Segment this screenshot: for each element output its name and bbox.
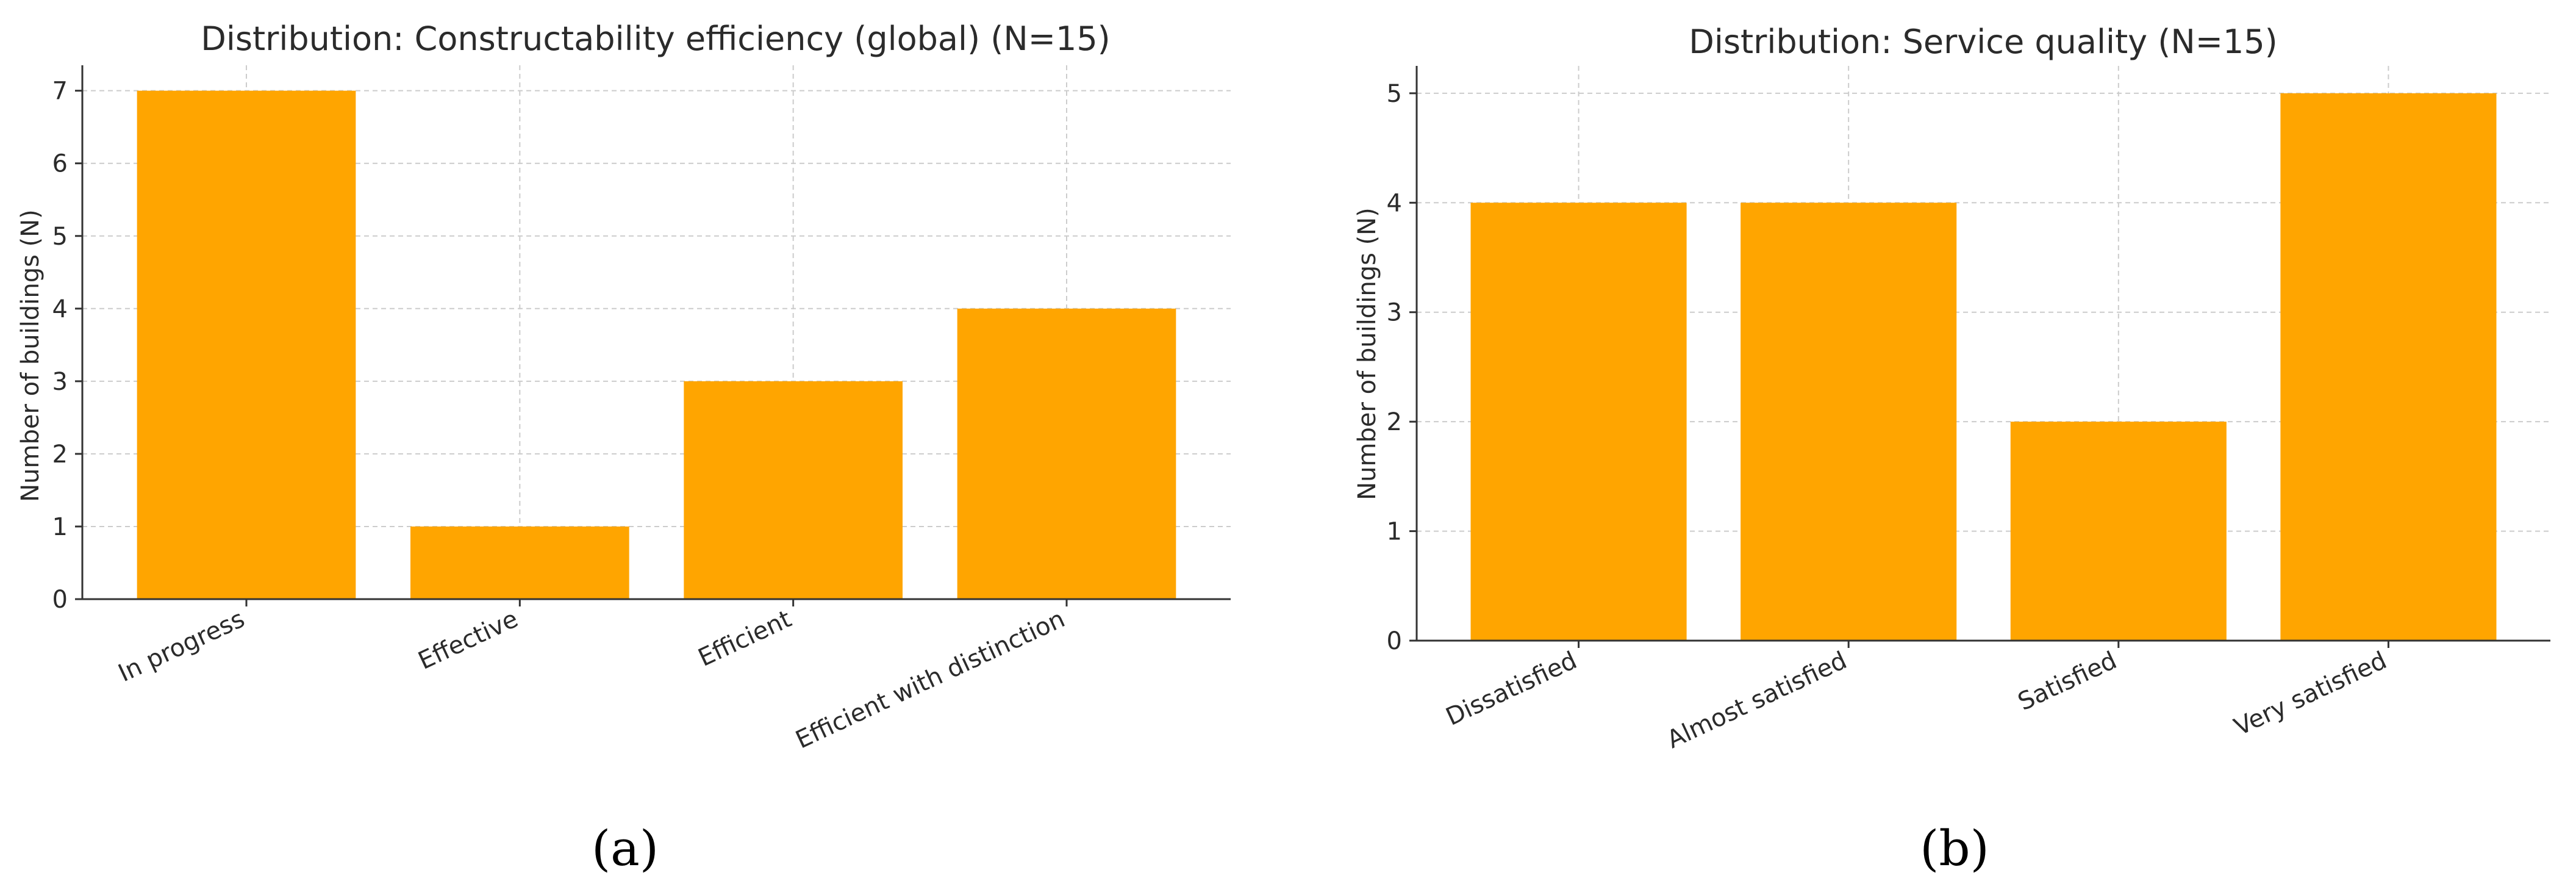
chart-a-ytick-label: 0 (52, 586, 68, 614)
chart-b-bar-very-satisfied (2280, 93, 2497, 641)
chart-b-ytick-label: 3 (1387, 299, 1402, 327)
chart-a-ytick-label: 2 (52, 441, 68, 469)
chart-a-bar-efficient-with-distinction (957, 308, 1176, 599)
chart-a-ytick-label: 3 (52, 368, 68, 396)
chart-a-xtick-label: Efficient with distinction (792, 605, 1069, 754)
chart-a-xtick-label: Effective (414, 605, 523, 675)
chart-a-xtick-label: In progress (114, 605, 249, 688)
chart-a-title: Distribution: Constructability efficienc… (201, 20, 1111, 58)
chart-panel-a: Distribution: Constructability efficienc… (16, 20, 1231, 877)
chart-panel-b: Distribution: Service quality (N=15) Num… (1353, 23, 2550, 877)
chart-a-ytick-label: 1 (52, 513, 68, 541)
chart-b-bar-almost-satisfied (1741, 203, 1957, 641)
chart-b-xtick-label: Almost satisfied (1663, 646, 1852, 754)
chart-b-caption: (b) (1920, 820, 1989, 877)
chart-b-title: Distribution: Service quality (N=15) (1689, 23, 2278, 61)
chart-b-ytick-label: 0 (1387, 627, 1402, 655)
chart-b-xtick-label: Satisfied (2014, 646, 2121, 716)
chart-a-ytick-label: 5 (52, 223, 68, 251)
chart-a-bar-effective (410, 526, 629, 599)
chart-b-bar-dissatisfied (1470, 203, 1687, 641)
chart-b-xticks: Dissatisfied Almost satisfied Satisfied Ver… (1442, 641, 2391, 754)
chart-a-caption: (a) (592, 820, 659, 877)
chart-b-yticks: 0 1 2 3 4 5 (1387, 80, 1417, 655)
chart-b-ytick-label: 2 (1387, 408, 1402, 436)
chart-a-bar-in-progress (137, 90, 356, 599)
chart-a-ylabel: Number of buildings (N) (16, 209, 45, 502)
chart-b-xtick-label: Very satisfied (2230, 646, 2391, 741)
chart-b-ytick-label: 5 (1387, 80, 1402, 108)
chart-b-bars (1470, 93, 2497, 641)
chart-a-ytick-label: 4 (52, 295, 68, 323)
chart-a-yticks: 0 1 2 3 4 5 6 7 (52, 77, 82, 614)
chart-b-axes (1415, 66, 2550, 642)
chart-a-bar-efficient (684, 381, 903, 599)
chart-a-ytick-label: 6 (52, 150, 68, 178)
chart-a-bars (137, 90, 1176, 599)
chart-b-ylabel: Number of buildings (N) (1353, 207, 1381, 500)
chart-b-ytick-label: 1 (1387, 518, 1402, 546)
chart-b-xtick-label: Dissatisfied (1442, 646, 1581, 731)
chart-a-ytick-label: 7 (52, 77, 68, 106)
chart-b-ytick-label: 4 (1387, 189, 1402, 217)
chart-a-xtick-label: Efficient (694, 605, 796, 672)
chart-a-axes (81, 65, 1231, 600)
chart-b-bar-satisfied (2010, 422, 2227, 641)
